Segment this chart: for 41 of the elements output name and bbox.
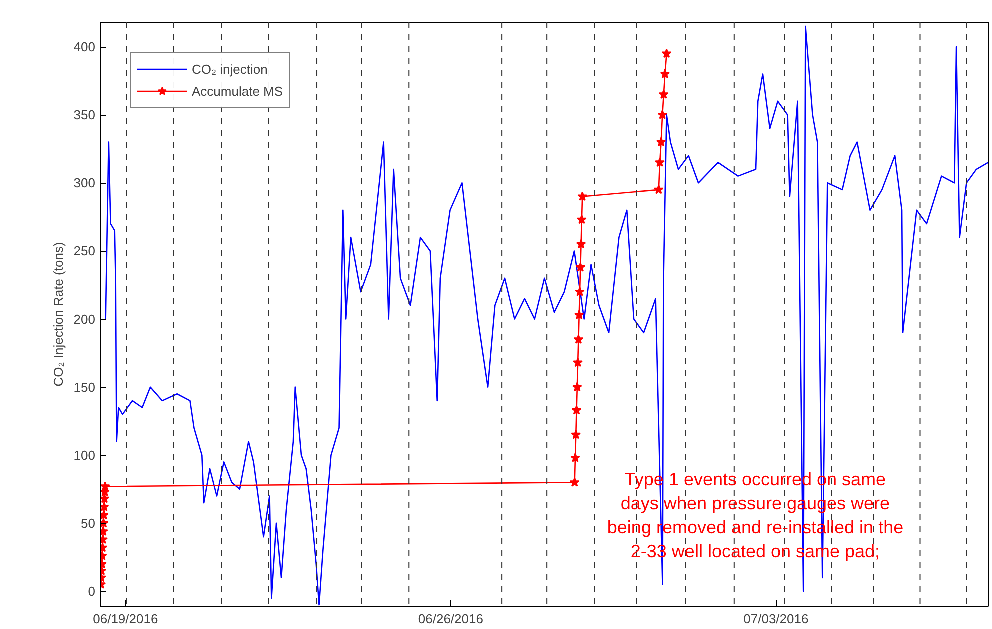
y-tick-label: 300 bbox=[74, 176, 96, 191]
line-series bbox=[105, 26, 988, 606]
point bbox=[100, 502, 110, 512]
point bbox=[576, 239, 586, 249]
y-tick-label: 250 bbox=[74, 244, 96, 259]
point bbox=[660, 69, 670, 79]
x-tick-label: 06/19/2016 bbox=[93, 612, 158, 626]
y-tick-label: 50 bbox=[81, 516, 96, 531]
point bbox=[575, 286, 585, 296]
point bbox=[571, 430, 582, 440]
point bbox=[573, 358, 583, 368]
point bbox=[570, 477, 580, 487]
y-tick-label: 400 bbox=[74, 40, 96, 55]
point bbox=[658, 110, 668, 120]
point bbox=[572, 382, 582, 392]
y-axis-title: CO₂ Injection Rate (tons) bbox=[50, 242, 66, 387]
point bbox=[100, 482, 110, 491]
point bbox=[570, 452, 580, 462]
point bbox=[572, 405, 582, 415]
y-tick-label: 200 bbox=[74, 312, 96, 327]
point bbox=[574, 310, 584, 320]
y-tick-label: 350 bbox=[74, 108, 96, 123]
point bbox=[100, 510, 109, 520]
point bbox=[576, 262, 586, 272]
y-tick-label: 150 bbox=[74, 380, 96, 395]
point bbox=[574, 334, 584, 344]
x-tick-label: 07/03/2016 bbox=[744, 612, 809, 626]
point bbox=[656, 137, 666, 147]
point bbox=[578, 192, 588, 202]
point bbox=[658, 90, 669, 99]
point bbox=[655, 158, 665, 168]
point bbox=[100, 494, 110, 504]
y-tick-label: 100 bbox=[74, 448, 96, 463]
point bbox=[662, 48, 672, 58]
y-tick-label: 0 bbox=[88, 584, 96, 600]
point bbox=[654, 184, 664, 194]
legend-label: Accumulate MS bbox=[192, 84, 284, 98]
legend-label: CO₂ injection bbox=[192, 62, 268, 76]
point bbox=[577, 214, 587, 224]
x-tick-label: 06/26/2016 bbox=[418, 612, 484, 626]
point bbox=[100, 518, 109, 528]
